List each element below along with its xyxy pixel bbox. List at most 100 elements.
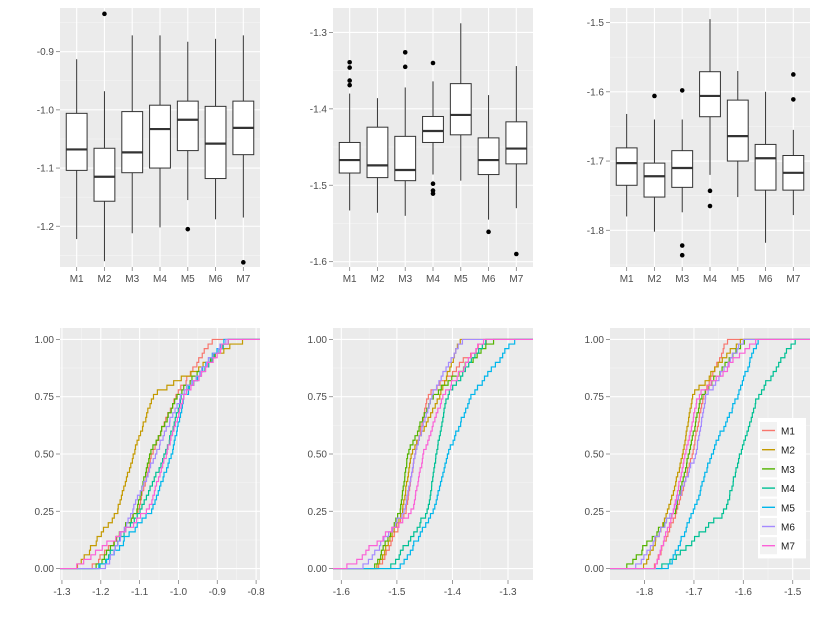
y-tick-label: -1.8 bbox=[587, 226, 605, 237]
ecdf-line-M7 bbox=[60, 338, 260, 570]
box-M1 bbox=[65, 59, 88, 240]
box-M7 bbox=[782, 72, 805, 216]
x-tick-label: -1.0 bbox=[170, 587, 188, 598]
x-tick-label: M4 bbox=[703, 274, 717, 285]
outlier-point bbox=[652, 93, 657, 99]
x-tick-label: -1.7 bbox=[685, 587, 703, 598]
x-tick-label: M2 bbox=[647, 274, 661, 285]
outlier-point bbox=[347, 82, 352, 88]
ecdf-line-M2 bbox=[333, 338, 533, 570]
ecdf-line-M5 bbox=[610, 338, 810, 570]
box-iqr bbox=[643, 162, 666, 198]
box-iqr bbox=[176, 100, 199, 152]
y-tick-label: -1.4 bbox=[310, 104, 328, 115]
x-tick-label: M7 bbox=[786, 274, 800, 285]
box-iqr bbox=[149, 104, 171, 169]
x-tick-label: -1.4 bbox=[444, 587, 462, 598]
x-tick-label: -1.6 bbox=[735, 587, 753, 598]
y-tick-label: 0.50 bbox=[585, 450, 605, 461]
legend-entry-M2: M2 bbox=[760, 441, 795, 459]
box-M2 bbox=[93, 11, 116, 262]
x-tick-label: M3 bbox=[125, 274, 139, 285]
y-tick-label: -1.3 bbox=[310, 28, 328, 39]
outlier-point bbox=[514, 251, 519, 257]
x-tick-label: -1.5 bbox=[784, 587, 802, 598]
y-tick-label: 1.00 bbox=[585, 335, 605, 346]
y-tick-label: -1.0 bbox=[37, 105, 55, 116]
x-tick-label: -1.8 bbox=[636, 587, 654, 598]
x-tick-label: -1.2 bbox=[92, 587, 110, 598]
outlier-point bbox=[791, 72, 796, 77]
x-tick-label: M2 bbox=[370, 274, 384, 285]
outlier-point bbox=[486, 229, 491, 235]
box-iqr bbox=[726, 99, 749, 162]
y-tick-label: 0.00 bbox=[585, 564, 605, 575]
x-tick-label: M5 bbox=[181, 274, 195, 285]
box-M5 bbox=[726, 71, 749, 198]
legend-entry-M7: M7 bbox=[760, 537, 795, 555]
box-iqr bbox=[422, 115, 444, 143]
x-tick-label: M5 bbox=[454, 274, 468, 285]
box-M7 bbox=[232, 35, 255, 265]
box-iqr bbox=[65, 112, 88, 171]
x-tick-label: -1.3 bbox=[53, 587, 71, 598]
y-tick-label: -0.9 bbox=[37, 47, 55, 58]
legend: M1 M2 M3 M4 M5 M6 M7 bbox=[758, 418, 806, 559]
box-iqr bbox=[477, 137, 500, 176]
y-tick-label: 0.50 bbox=[35, 450, 55, 461]
box-M3 bbox=[121, 35, 144, 234]
box-M2 bbox=[643, 93, 666, 232]
x-tick-label: -0.9 bbox=[209, 587, 227, 598]
box-M5 bbox=[449, 23, 472, 181]
y-tick-label: -1.2 bbox=[37, 222, 55, 233]
outlier-point bbox=[347, 65, 352, 70]
outlier-point bbox=[430, 191, 436, 196]
box-iqr bbox=[204, 105, 227, 180]
ecdf-line-M7 bbox=[610, 338, 810, 570]
x-tick-label: M6 bbox=[759, 274, 773, 285]
x-tick-label: M7 bbox=[236, 274, 250, 285]
legend-label: M2 bbox=[781, 446, 795, 457]
legend-entry-M4: M4 bbox=[760, 479, 795, 497]
box-iqr bbox=[449, 83, 472, 136]
x-tick-label: M1 bbox=[343, 274, 357, 285]
y-tick-label: 0.75 bbox=[35, 392, 55, 403]
x-tick-label: M3 bbox=[398, 274, 412, 285]
x-tick-label: -1.3 bbox=[499, 587, 517, 598]
box-iqr bbox=[505, 121, 528, 165]
outlier-point bbox=[707, 188, 713, 194]
ecdf-lines bbox=[60, 338, 260, 570]
x-tick-label: -1.6 bbox=[333, 587, 351, 598]
box-iqr bbox=[366, 126, 389, 179]
y-tick-label: -1.7 bbox=[587, 157, 605, 168]
panel-2: -1.6 -1.5 -1.4 -1.3 M1 M2 M3 M4 M5 M6 M7 bbox=[310, 8, 533, 285]
y-tick-label: 0.75 bbox=[308, 392, 328, 403]
ecdf-line-M7 bbox=[333, 338, 533, 570]
legend-label: M3 bbox=[781, 465, 795, 476]
outlier-point bbox=[241, 260, 246, 265]
x-tick-label: M2 bbox=[97, 274, 111, 285]
box-M3 bbox=[671, 88, 694, 258]
y-tick-label: 0.50 bbox=[308, 450, 328, 461]
box-M6 bbox=[477, 95, 500, 235]
x-tick-label: -1.1 bbox=[131, 587, 149, 598]
outlier-point bbox=[402, 50, 408, 55]
box-iqr bbox=[338, 141, 361, 174]
x-tick-label: M1 bbox=[70, 274, 84, 285]
legend-label: M5 bbox=[781, 503, 795, 514]
box-M2 bbox=[366, 98, 389, 213]
x-tick-label: M4 bbox=[153, 274, 167, 285]
y-tick-label: 1.00 bbox=[35, 335, 55, 346]
x-tick-label: M6 bbox=[482, 274, 496, 285]
box-M3 bbox=[394, 50, 417, 216]
y-tick-label: 1.00 bbox=[308, 335, 328, 346]
box-iqr bbox=[121, 111, 144, 174]
y-tick-label: -1.1 bbox=[37, 164, 55, 175]
ecdf-line-M4 bbox=[333, 338, 533, 570]
outlier-point bbox=[430, 181, 436, 187]
y-tick-label: 0.25 bbox=[308, 507, 328, 518]
y-tick-label: 0.25 bbox=[35, 507, 55, 518]
box-M6 bbox=[754, 91, 777, 243]
panel-4: 0.00 0.25 0.50 0.75 1.00 -1.3 -1.2 -1.1 -1.0 -0.9… bbox=[35, 328, 265, 598]
x-tick-label: M3 bbox=[675, 274, 689, 285]
